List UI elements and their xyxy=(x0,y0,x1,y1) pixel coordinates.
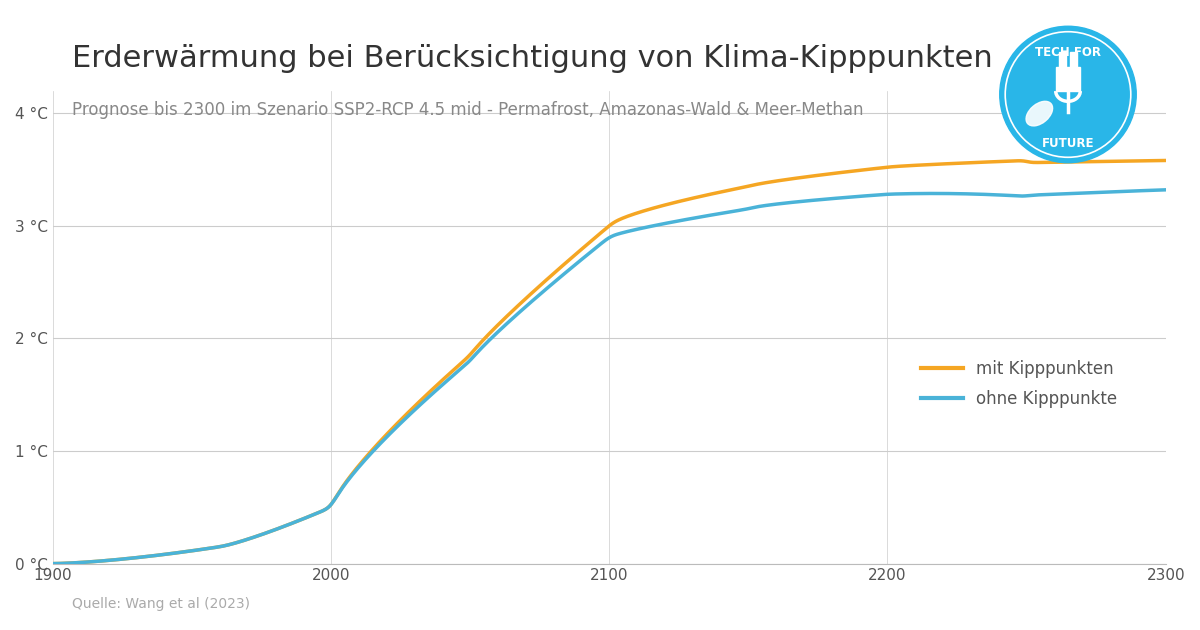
Ellipse shape xyxy=(1026,101,1052,126)
Text: Quelle: Wang et al (2023): Quelle: Wang et al (2023) xyxy=(72,597,250,611)
Circle shape xyxy=(1000,26,1136,163)
Bar xyxy=(1060,52,1066,67)
Bar xyxy=(1070,52,1076,67)
Text: TECH FOR: TECH FOR xyxy=(1034,46,1102,59)
Bar xyxy=(1056,67,1080,91)
Legend: mit Kipppunkten, ohne Kipppunkte: mit Kipppunkten, ohne Kipppunkte xyxy=(914,353,1124,415)
Text: FUTURE: FUTURE xyxy=(1042,137,1094,150)
Text: Erderwärmung bei Berücksichtigung von Klima-Kipppunkten: Erderwärmung bei Berücksichtigung von Kl… xyxy=(72,44,992,73)
Text: Prognose bis 2300 im Szenario SSP2-RCP 4.5 mid - Permafrost, Amazonas-Wald & Mee: Prognose bis 2300 im Szenario SSP2-RCP 4… xyxy=(72,101,864,119)
